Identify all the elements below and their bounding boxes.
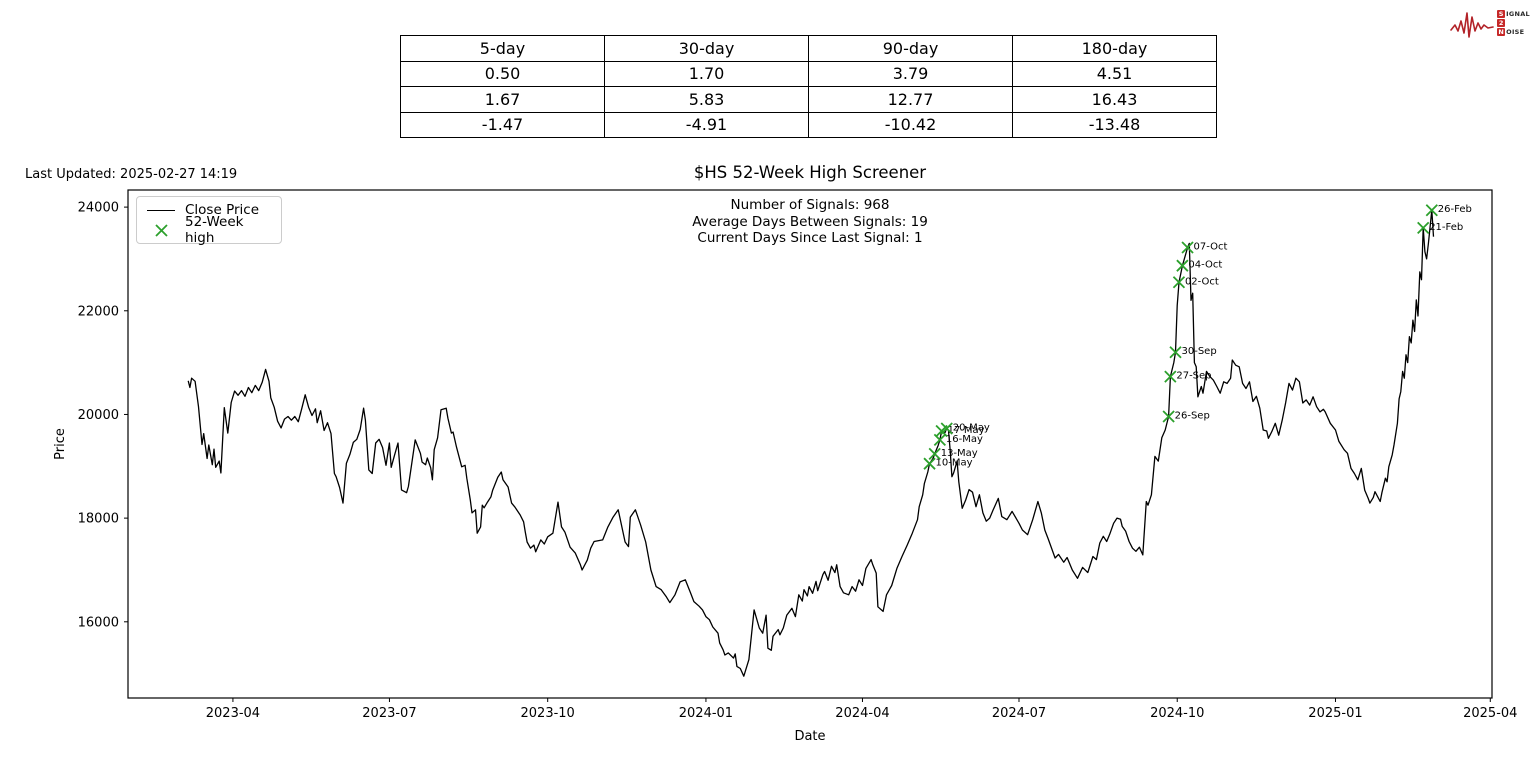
stats-table: 5-day 30-day 90-day 180-day 0.50 1.70 3.79 4.5… <box>400 35 1217 138</box>
signal-marker <box>1425 204 1438 217</box>
x-tick-label: 2023-04 <box>206 706 260 721</box>
table-row: 0.50 1.70 3.79 4.51 <box>400 60 1217 87</box>
signal-label: 02-Oct <box>1185 276 1219 287</box>
table-cell: 1.70 <box>604 60 809 87</box>
x-marker-icon <box>145 223 177 237</box>
table-cell: -1.47 <box>400 111 605 138</box>
signal-label: 17-May <box>948 425 985 436</box>
close-price-line <box>187 209 1435 677</box>
x-tick-label: 2023-07 <box>362 706 416 721</box>
legend-close-price-label: Close Price <box>185 202 259 218</box>
logo-letter-n: N <box>1497 28 1506 36</box>
x-tick-label: 2024-04 <box>835 706 889 721</box>
signal-stats-annotation: Number of Signals: 968 Average Days Betw… <box>510 197 1110 247</box>
table-cell: 5.83 <box>604 86 809 113</box>
chart-title: $HS 52-Week High Screener <box>693 163 927 182</box>
signal-label: 30-Sep <box>1182 346 1217 357</box>
signal-label: 26-Sep <box>1175 411 1210 422</box>
legend-item-52-week-high: 52-Week high <box>145 214 273 246</box>
signal-marker <box>923 457 936 470</box>
logo-letter-2: 2 <box>1497 19 1506 27</box>
signal-marker <box>1181 241 1194 254</box>
plot-border <box>127 189 1493 699</box>
signal-marker <box>1176 259 1189 272</box>
signal-marker <box>940 422 953 435</box>
logo-letter-s: S <box>1497 10 1506 18</box>
x-tick-label: 2023-10 <box>521 706 575 721</box>
stats-table-body: 0.50 1.70 3.79 4.51 1.67 5.83 12.77 16.43 -1.47-… <box>400 60 1217 138</box>
y-tick-label: 16000 <box>78 615 119 630</box>
table-cell: 0.50 <box>400 60 605 87</box>
legend-52-week-high-label: 52-Week high <box>185 214 244 246</box>
signal-marker <box>1417 221 1430 234</box>
table-cell: 16.43 <box>1012 86 1217 113</box>
x-tick-label: 2024-10 <box>1150 706 1204 721</box>
table-cell: -10.42 <box>808 111 1013 138</box>
table-cell: -4.91 <box>604 111 809 138</box>
table-cell: 12.77 <box>808 86 1013 113</box>
signal-label: 10-May <box>936 458 973 469</box>
table-cell: 3.79 <box>808 60 1013 87</box>
close-price-line-icon <box>145 209 177 211</box>
signal-label: 20-May <box>953 422 990 433</box>
table-header-cell: 30-day <box>604 35 809 62</box>
signal-marker <box>1172 276 1186 289</box>
signal-label: 27-Sep <box>1176 371 1211 382</box>
y-tick-label: 22000 <box>78 304 119 319</box>
stats-table-head: 5-day 30-day 90-day 180-day <box>400 35 1217 62</box>
legend-item-close-price: Close Price <box>145 200 273 220</box>
signal2noise-logo: S IGNAL 2 N OISE <box>1450 4 1530 42</box>
signal-marker <box>1164 370 1177 383</box>
table-header-cell: 180-day <box>1012 35 1217 62</box>
x-tick-label: 2025-04 <box>1463 706 1517 721</box>
avg-days-line: Average Days Between Signals: 19 <box>692 213 928 230</box>
days-since-line: Current Days Since Last Signal: 1 <box>697 230 923 246</box>
signal-label: 16-May <box>946 434 983 445</box>
table-cell: 1.67 <box>400 86 605 113</box>
logo-word-noise: OISE <box>1506 28 1525 36</box>
x-axis-label: Date <box>794 729 825 744</box>
table-cell: 4.51 <box>1012 60 1217 87</box>
last-updated-text: Last Updated: 2025-02-27 14:19 <box>25 167 238 182</box>
logo-word-signal: IGNAL <box>1506 10 1530 18</box>
x-tick-label: 2024-01 <box>679 706 733 721</box>
y-axis-label: Price <box>53 428 68 460</box>
y-tick-label: 18000 <box>78 512 119 527</box>
x-tick-label: 2025-01 <box>1308 706 1362 721</box>
table-row: -1.47 -4.91 -10.42 -13.48 <box>400 111 1217 138</box>
signal-label: 26-Feb <box>1438 204 1472 215</box>
table-cell: -13.48 <box>1012 111 1217 138</box>
signal-count-line: Number of Signals: 968 <box>730 197 890 213</box>
signal-marker <box>1162 410 1175 423</box>
signal-marker <box>1169 346 1182 359</box>
logo-waveform-icon <box>1450 12 1494 38</box>
signal-label: 07-Oct <box>1194 242 1228 253</box>
signal-label: 13-May <box>941 448 978 459</box>
signal-label: 04-Oct <box>1188 260 1222 271</box>
signal-label: 21-Feb <box>1429 222 1463 233</box>
x-tick-label: 2024-07 <box>992 706 1046 721</box>
y-tick-label: 24000 <box>78 201 119 216</box>
legend: Close Price 52-Week high <box>136 196 282 246</box>
y-tick-label: 20000 <box>78 408 119 423</box>
logo-text: S IGNAL 2 N OISE <box>1497 10 1530 37</box>
signal-marker <box>928 447 941 460</box>
table-row: 1.67 5.83 12.77 16.43 <box>400 86 1217 113</box>
